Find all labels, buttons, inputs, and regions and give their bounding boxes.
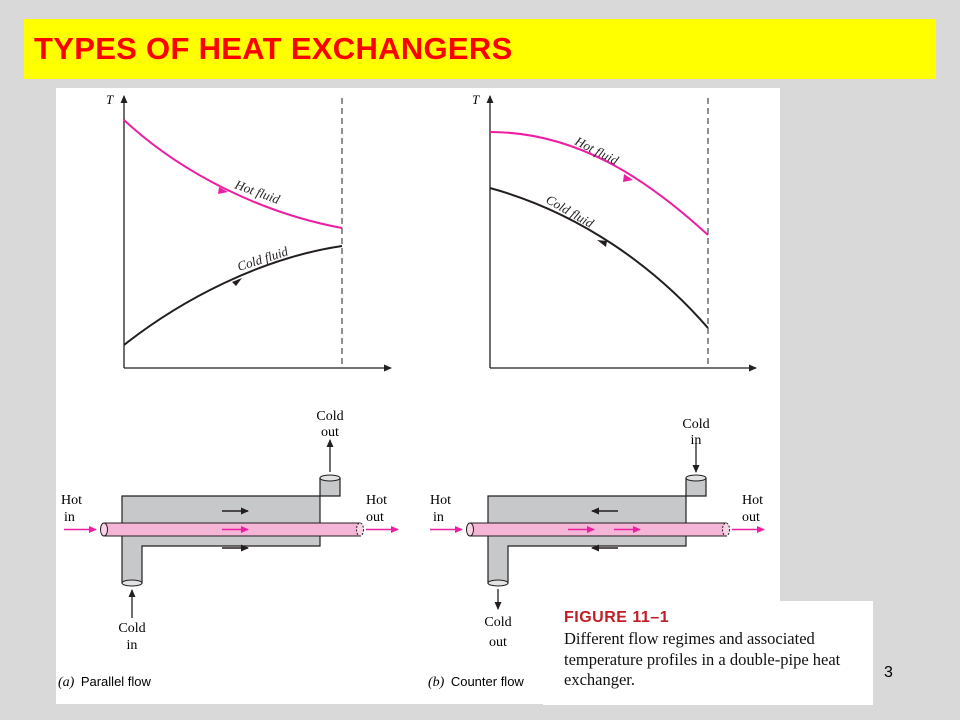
counter-panel-caption: (b) Counter flow — [428, 674, 524, 690]
figure-panel: T Hot fluid Cold fluid T Hot fluid Cold … — [56, 88, 780, 704]
parallel-cold-fluid-label: Cold fluid — [235, 243, 290, 274]
title-banner: TYPES OF HEAT EXCHANGERS — [24, 19, 936, 79]
counter-tube-outlet-end — [722, 522, 730, 537]
parallel-panel-letter: (a) — [58, 675, 75, 690]
parallel-temperature-plot: T Hot fluid Cold fluid — [106, 92, 392, 372]
counter-temperature-plot: T Hot fluid Cold fluid — [472, 92, 757, 372]
counter-hot-in-label-line2: in — [433, 510, 444, 525]
parallel-hot-fluid-arrow — [218, 187, 228, 194]
parallel-tube-outlet-end — [356, 522, 364, 537]
counter-inner-tube — [469, 522, 727, 537]
parallel-hot-out-label-line2: out — [366, 510, 384, 525]
parallel-cold-out-label-line2: out — [321, 425, 339, 440]
counter-hot-fluid-curve — [489, 131, 709, 236]
parallel-hot-fluid-curve — [123, 119, 343, 229]
figure-caption-text: Different flow regimes and associated te… — [564, 629, 841, 689]
parallel-hot-in-label-line2: in — [64, 510, 75, 525]
parallel-cold-outlet-end — [319, 474, 341, 482]
parallel-exchanger-schematic: Cold out Cold in Hot in Hot out (a) Para… — [58, 409, 399, 690]
counter-cold-in-label-line2: in — [691, 433, 702, 448]
counter-hot-fluid-label: Hot fluid — [572, 133, 622, 168]
parallel-cold-out-label-line1: Cold — [316, 409, 343, 424]
slide-title: TYPES OF HEAT EXCHANGERS — [34, 31, 513, 66]
heat-exchanger-diagram: T Hot fluid Cold fluid T Hot fluid Cold … — [58, 92, 765, 690]
parallel-axis-label-t: T — [106, 92, 114, 107]
counter-exchanger-schematic: Cold in Cold out Hot in Hot out (b) Coun… — [428, 417, 765, 690]
parallel-cold-fluid-curve — [123, 245, 343, 346]
counter-tube-inlet-end — [466, 522, 474, 537]
counter-hot-fluid-arrow — [623, 174, 633, 182]
parallel-cold-inlet-end — [121, 579, 143, 587]
parallel-cold-fluid-arrow — [232, 278, 242, 286]
slide-page-number: 3 — [884, 664, 893, 681]
counter-axis-label-t: T — [472, 92, 480, 107]
counter-cold-out-label-line2: out — [489, 635, 507, 650]
counter-cold-out-label-line1: Cold — [484, 615, 511, 630]
counter-cold-inlet-end — [685, 474, 707, 482]
parallel-cold-in-label-line1: Cold — [118, 621, 145, 636]
figure-caption-box: FIGURE 11–1 Different flow regimes and a… — [543, 601, 873, 705]
counter-panel-letter: (b) — [428, 675, 445, 690]
figure-caption-heading: FIGURE 11–1 — [564, 609, 670, 626]
counter-hot-in-label-line1: Hot — [430, 493, 451, 508]
parallel-panel-caption: (a) Parallel flow — [58, 674, 152, 690]
counter-hot-out-label-line1: Hot — [742, 493, 763, 508]
counter-panel-name: Counter flow — [451, 674, 525, 689]
counter-cold-fluid-curve — [489, 187, 709, 329]
counter-hot-out-label-line2: out — [742, 510, 760, 525]
parallel-panel-name: Parallel flow — [81, 674, 152, 689]
counter-cold-in-label-line1: Cold — [682, 417, 709, 432]
parallel-cold-in-label-line2: in — [127, 638, 138, 653]
parallel-hot-in-label-line1: Hot — [61, 493, 82, 508]
parallel-hot-out-label-line1: Hot — [366, 493, 387, 508]
counter-cold-fluid-arrow — [597, 240, 607, 247]
counter-cold-outlet-end — [487, 579, 509, 587]
parallel-tube-inlet-end — [100, 522, 108, 537]
